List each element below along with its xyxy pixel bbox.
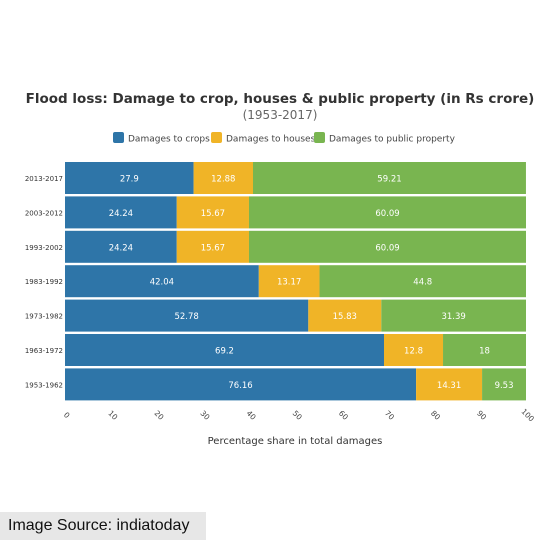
data-label: 60.09	[375, 243, 399, 253]
x-tick-label: 60	[337, 409, 350, 422]
data-label: 24.24	[109, 209, 133, 219]
data-label: 14.31	[437, 381, 461, 391]
y-tick-label: 2013-2017	[25, 175, 63, 183]
x-tick-label: 90	[475, 409, 488, 422]
bar-segment	[308, 299, 382, 332]
y-axis-labels: 2013-2017 2003-2012 1993-2002 1983-1992 1973…	[25, 175, 63, 389]
data-label: 15.83	[333, 312, 357, 322]
bar-segment	[252, 162, 526, 194]
y-tick-label: 1953-1962	[25, 381, 63, 389]
data-label: 15.67	[201, 209, 225, 219]
x-axis-ticks: 0 10 20 30 40 50 60 70 80 90 100	[62, 407, 536, 424]
bar-segment	[176, 230, 249, 263]
bar-segment	[65, 265, 259, 298]
bar-segment	[443, 334, 526, 366]
chart-title: Flood loss: Damage to crop, houses & pub…	[26, 91, 535, 107]
x-tick-label: 80	[429, 409, 442, 422]
legend-label: Damages to public property	[329, 135, 456, 145]
bar-segment	[248, 196, 526, 229]
bar-segment	[65, 196, 177, 229]
data-label: 69.2	[215, 347, 234, 357]
bar-segment	[176, 196, 249, 229]
x-axis-label: Percentage share in total damages	[208, 436, 383, 447]
bar-segment	[65, 162, 194, 194]
bar-segment	[258, 265, 320, 298]
bar-segment	[384, 334, 444, 366]
legend-swatch	[113, 132, 124, 143]
data-label: 27.9	[120, 175, 139, 185]
x-tick-label: 10	[106, 409, 119, 422]
chart-subtitle: (1953-2017)	[243, 108, 318, 122]
legend-swatch	[211, 132, 222, 143]
bars-group: 27.9 12.88 59.21 24.24 15.67 60.09 24.24 15.67 6…	[65, 162, 526, 401]
data-label: 12.88	[211, 175, 235, 185]
chart-legend: Damages to crops Damages to houses Damages…	[113, 132, 456, 145]
y-tick-label: 1983-1992	[25, 278, 63, 286]
data-label: 52.78	[174, 312, 198, 322]
data-label: 42.04	[150, 278, 174, 288]
data-label: 13.17	[277, 278, 301, 288]
data-label: 15.67	[201, 243, 225, 253]
data-label: 31.39	[441, 312, 465, 322]
x-tick-label: 30	[199, 409, 212, 422]
data-label: 59.21	[377, 175, 401, 185]
y-tick-label: 1973-1982	[25, 313, 63, 321]
bar-segment	[381, 299, 526, 332]
y-tick-label: 2003-2012	[25, 209, 63, 217]
y-tick-label: 1993-2002	[25, 244, 63, 252]
x-tick-label: 20	[152, 409, 165, 422]
x-tick-label: 40	[245, 409, 258, 422]
x-tick-label: 50	[291, 409, 304, 422]
bar-segment	[65, 230, 177, 263]
x-tick-label: 0	[62, 410, 72, 420]
bar-segment	[65, 299, 309, 332]
legend-label: Damages to crops	[128, 135, 210, 145]
data-label: 18	[479, 347, 490, 357]
image-source-caption: Image Source: indiatoday	[0, 512, 206, 540]
bar-segment	[65, 368, 417, 401]
legend-label: Damages to houses	[226, 135, 316, 145]
x-tick-label: 70	[383, 409, 396, 422]
bar-segment	[193, 162, 253, 194]
legend-swatch	[314, 132, 325, 143]
bar-segment	[248, 230, 526, 263]
data-label: 12.8	[404, 347, 423, 357]
data-label: 9.53	[495, 381, 514, 391]
bar-segment	[65, 334, 385, 366]
bar-segment	[416, 368, 483, 401]
data-label: 24.24	[109, 243, 133, 253]
data-label: 60.09	[375, 209, 399, 219]
x-tick-label: 100	[520, 407, 537, 424]
data-label: 76.16	[228, 381, 252, 391]
bar-segment	[482, 368, 526, 401]
y-tick-label: 1963-1972	[25, 347, 63, 355]
data-label: 44.8	[413, 278, 432, 288]
bar-segment	[319, 265, 526, 298]
